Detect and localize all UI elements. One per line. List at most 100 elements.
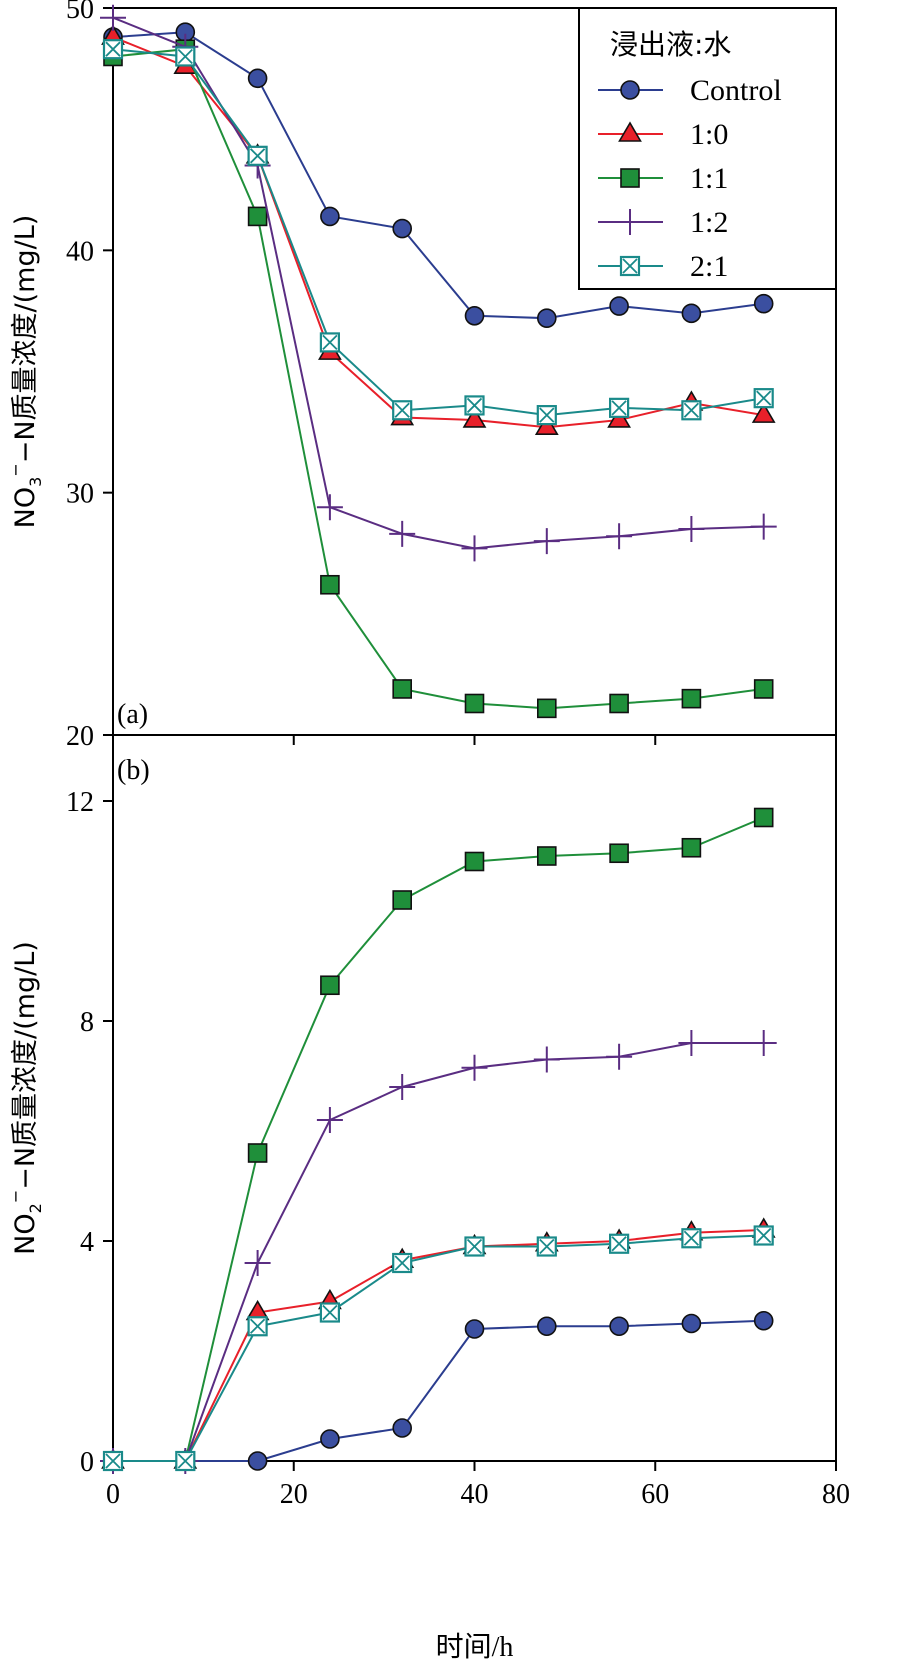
y-axis-label-sub: 3	[26, 477, 45, 487]
series-line-1-2	[113, 1042, 764, 1462]
point-1-1	[536, 698, 557, 719]
y-axis-label-sup: −	[6, 463, 25, 476]
y-axis-label: NO2−−N质量浓度/(mg/L)	[6, 941, 45, 1255]
point-2-1	[681, 400, 702, 421]
point-1-2	[750, 1030, 777, 1056]
point-1-1	[753, 679, 774, 699]
series-1-1-a	[103, 39, 774, 719]
point-2-1	[608, 397, 630, 418]
series-2-1-a	[102, 39, 774, 426]
y-axis-label-rest: −N质量浓度/(mg/L)	[10, 941, 41, 1190]
point-2-1	[102, 1450, 124, 1472]
point-1-2	[316, 1107, 343, 1133]
y-tick-label: 4	[80, 1227, 94, 1258]
point-1-2	[244, 1250, 271, 1276]
plot-frame-b	[112, 734, 837, 1462]
x-tick-label: 80	[822, 1479, 850, 1510]
legend-label-control: Control	[690, 74, 782, 107]
point-control	[392, 1418, 413, 1438]
point-2-1	[753, 388, 774, 409]
panel-label-a: (a)	[117, 699, 148, 730]
y-axis-label-sub: 2	[26, 1203, 45, 1213]
series-control-a	[103, 22, 774, 328]
point-control	[392, 218, 413, 239]
point-1-1	[247, 1143, 268, 1163]
point-1-1	[609, 693, 629, 714]
series-line-1-1	[112, 48, 764, 710]
point-2-1	[464, 1236, 485, 1257]
point-control	[247, 1451, 268, 1471]
point-1-2	[606, 1043, 633, 1070]
point-1-2	[606, 523, 633, 550]
point-2-1	[175, 1450, 196, 1472]
point-2-1	[319, 1302, 340, 1323]
point-1-1	[609, 843, 629, 864]
y-axis-label-sup: −	[6, 1190, 25, 1203]
point-1-1	[320, 574, 340, 595]
point-2-1	[608, 1233, 630, 1254]
point-control	[536, 308, 557, 328]
point-1-2	[100, 4, 126, 31]
point-control	[320, 1429, 340, 1449]
point-1-2	[533, 1046, 560, 1073]
y-tick-label: 12	[66, 787, 94, 818]
series-line-1-0	[113, 1229, 764, 1462]
point-1-1	[753, 807, 774, 828]
series-1-0-b	[101, 1217, 776, 1469]
series-1-1-b	[103, 807, 774, 1471]
y-axis-label: NO3−−N质量浓度/(mg/L)	[6, 215, 45, 529]
point-control	[247, 68, 268, 89]
x-axis-label: 时间/h	[436, 1631, 514, 1663]
series-control-b	[103, 1310, 774, 1471]
series-line-1-1	[113, 816, 765, 1462]
point-1-2	[389, 520, 416, 547]
point-1-1	[464, 693, 485, 714]
point-2-1	[247, 1316, 268, 1337]
point-1-1	[536, 846, 557, 866]
point-control	[609, 296, 629, 316]
point-1-2	[678, 1030, 705, 1056]
x-tick-label: 60	[641, 1479, 669, 1510]
point-control	[753, 293, 774, 314]
series-2-1-b	[102, 1225, 774, 1472]
panel-b: 0 4 8 12 0 20 40 60 80 时间/h (b) NO2−−N质量浓度/(mg/L)	[6, 734, 850, 1663]
point-control	[464, 305, 485, 326]
legend-box	[578, 7, 837, 290]
y-tick-label: 50	[66, 0, 94, 25]
y-axis-label-rest: −N质量浓度/(mg/L)	[10, 215, 41, 464]
y-tick-label: 20	[66, 721, 94, 752]
point-2-1	[392, 400, 413, 421]
y-tick-label: 8	[80, 1007, 94, 1038]
x-tick-label: 40	[461, 1479, 489, 1510]
point-control	[320, 206, 340, 227]
point-2-1	[319, 332, 340, 353]
point-1-1	[392, 890, 413, 910]
legend-marker-1-1	[620, 168, 640, 188]
point-1-0	[462, 407, 487, 428]
legend-label-1-2: 1:2	[690, 206, 728, 239]
point-2-1	[247, 145, 268, 166]
point-2-1	[536, 405, 557, 426]
point-2-1	[102, 39, 124, 60]
series-line-2-1	[112, 48, 764, 417]
point-2-1	[464, 395, 485, 416]
point-1-1	[320, 975, 340, 996]
point-control	[753, 1310, 774, 1331]
y-tick-label: 40	[66, 236, 94, 267]
series-line-control	[112, 31, 764, 320]
point-1-1	[681, 837, 702, 858]
point-2-1	[392, 1252, 413, 1274]
point-1-1	[464, 851, 485, 872]
point-1-1	[392, 679, 413, 699]
point-2-1	[175, 46, 196, 67]
legend-label-1-1: 1:1	[690, 162, 728, 195]
legend-label-2-1: 2:1	[690, 250, 728, 283]
point-1-2	[316, 494, 343, 521]
legend: 浸出液:水 Control 1:0 1:1 1:2 2:1	[578, 7, 837, 290]
x-tick-label: 0	[106, 1479, 120, 1510]
point-2-1	[536, 1236, 557, 1257]
y-axis-label-main: NO	[10, 1213, 41, 1254]
legend-marker-2-1	[619, 255, 641, 277]
point-1-2	[533, 528, 560, 555]
point-1-0	[607, 407, 631, 428]
